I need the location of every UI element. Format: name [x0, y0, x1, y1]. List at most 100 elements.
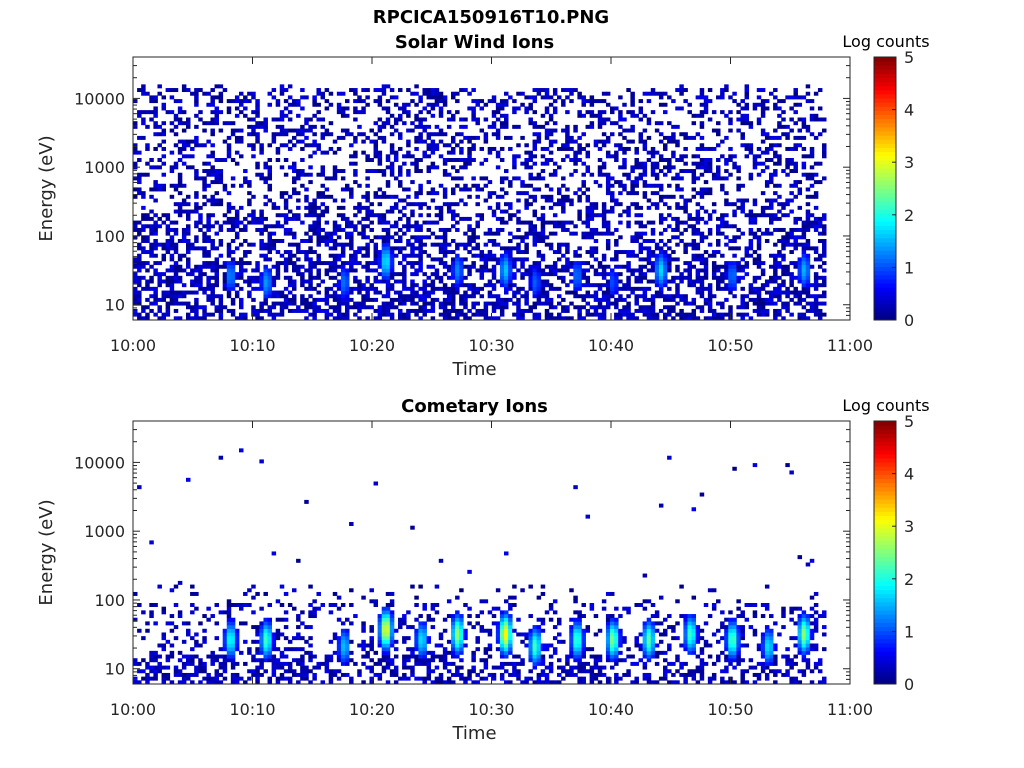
spectrogram-cell [153, 658, 158, 663]
spectrogram-cell [748, 231, 754, 236]
spectrogram-cell [650, 191, 656, 196]
spectrogram-cell [691, 253, 697, 258]
spectrogram-cell [809, 213, 815, 218]
spectrogram-cell [153, 227, 158, 232]
spectrogram-cell [650, 154, 656, 159]
spectrogram-cell [153, 180, 158, 185]
spectrogram-cell [605, 283, 611, 288]
spectrogram-cell [263, 161, 268, 166]
spectrogram-cell [528, 150, 533, 155]
spectrogram-cell [585, 250, 591, 255]
spectrogram-cell [524, 268, 529, 273]
spectrogram-cell [720, 220, 725, 225]
spectrogram-cell [663, 242, 668, 247]
spectrogram-cell [658, 194, 664, 199]
spectrogram-cell [732, 275, 737, 280]
spectrogram-cell [691, 180, 697, 185]
spectrogram-cell [565, 268, 570, 273]
spectrogram-cell [532, 301, 538, 306]
spectrogram-cell [137, 275, 142, 280]
spectrogram-cell [789, 227, 794, 232]
spectrogram-cell [536, 139, 542, 144]
spectrogram-cell [671, 124, 676, 129]
spectrogram-cell [263, 272, 268, 277]
spectrogram-cell [308, 205, 313, 210]
spectrogram-cell [263, 297, 268, 302]
spectrogram-cell [614, 253, 619, 258]
spectrogram-cell [467, 187, 472, 192]
spectrogram-cell [626, 279, 631, 284]
spectrogram-cell [181, 198, 187, 203]
spectrogram-cell [141, 172, 146, 177]
spectrogram-cell [230, 158, 236, 162]
spectrogram-cell [781, 301, 786, 306]
spectrogram-cell [451, 191, 456, 196]
spectrogram-cell [210, 180, 215, 185]
spectrogram-cell [813, 220, 819, 225]
colorbar-segment [874, 241, 896, 247]
spectrogram-cell [210, 275, 215, 280]
spectrogram-cell [275, 146, 281, 151]
spectrogram-cell [446, 316, 452, 321]
spectrogram-cell [186, 124, 191, 129]
spectrogram-cell [658, 139, 664, 144]
spectrogram-cell [699, 113, 705, 118]
spectrogram-cell [226, 614, 232, 619]
spectrogram-cell [769, 253, 774, 258]
spectrogram-cell [328, 239, 334, 243]
spectrogram-cell [320, 91, 326, 96]
spectrogram-cell [283, 191, 289, 196]
spectrogram-cell [601, 91, 607, 96]
spectrogram-cell [169, 169, 175, 174]
spectrogram-cell [190, 636, 195, 641]
spectrogram-cell [385, 194, 391, 199]
spectrogram-cell [658, 261, 664, 266]
spectrogram-cell [805, 316, 811, 321]
spectrogram-cell [744, 250, 750, 255]
spectrogram-cell [222, 88, 228, 93]
spectrogram-cell [247, 294, 252, 299]
spectrogram-cell [740, 117, 745, 122]
spectrogram-cell [230, 279, 236, 284]
spectrogram-cell [561, 297, 566, 302]
spectrogram-cell [573, 139, 578, 144]
spectrogram-cell [785, 286, 790, 291]
spectrogram-cell [251, 279, 256, 284]
spectrogram-cell [292, 213, 297, 218]
spectrogram-cell [703, 220, 709, 225]
spectrogram-cell [614, 272, 619, 277]
spectrogram-cell [418, 250, 423, 255]
spectrogram-cell [504, 301, 509, 306]
spectrogram-cell [181, 209, 187, 214]
spectrogram-cell [141, 117, 146, 122]
spectrogram-cell [707, 242, 713, 247]
spectrogram-cell [169, 264, 175, 269]
spectrogram-cell [724, 135, 729, 140]
spectrogram-cell [308, 172, 313, 177]
colorbar-segment [874, 65, 896, 70]
spectrogram-cell [381, 91, 387, 96]
spectrogram-cell [504, 275, 509, 280]
spectrogram-cell [597, 312, 603, 317]
spectrogram-cell [455, 213, 460, 218]
spectrogram-cell [263, 246, 268, 251]
spectrogram-cell [491, 301, 497, 306]
spectrogram-cell [499, 106, 505, 111]
spectrogram-cell [296, 268, 301, 273]
spectrogram-cell [487, 250, 493, 255]
spectrogram-cell [610, 106, 615, 111]
spectrogram-cell [422, 106, 427, 111]
spectrogram-cell [157, 661, 162, 666]
spectrogram-cell [393, 246, 399, 251]
spectrogram-cell [283, 257, 289, 262]
spectrogram-cell [740, 275, 745, 280]
spectrogram-cell [230, 257, 236, 262]
spectrogram-cell [499, 297, 505, 302]
spectrogram-cell [504, 124, 509, 129]
spectrogram-cell [679, 169, 684, 174]
spectrogram-cell [601, 257, 607, 262]
spectrogram-cell [764, 135, 770, 140]
spectrogram-cell [214, 294, 220, 299]
spectrogram-cell [149, 264, 154, 269]
spectrogram-cell [145, 216, 150, 221]
